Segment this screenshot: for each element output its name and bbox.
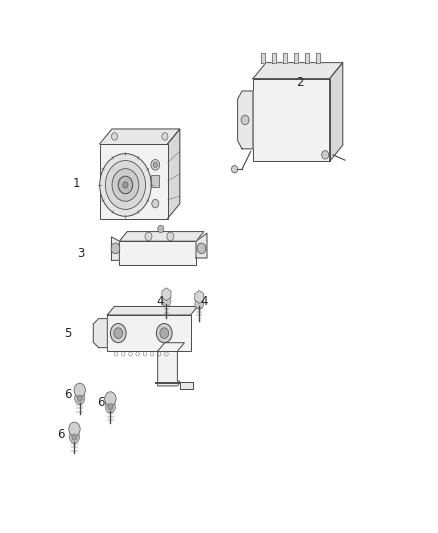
Text: 2: 2 [296, 76, 304, 89]
Text: 6: 6 [57, 428, 65, 441]
Circle shape [114, 328, 123, 338]
Text: 6: 6 [97, 396, 105, 409]
Circle shape [160, 328, 169, 338]
Circle shape [321, 150, 328, 159]
Circle shape [151, 159, 160, 170]
Polygon shape [283, 53, 287, 62]
Bar [107, 315, 191, 351]
Circle shape [111, 243, 120, 254]
Circle shape [241, 115, 249, 125]
Text: 1: 1 [73, 177, 81, 190]
Bar [253, 78, 329, 161]
Bar [119, 241, 196, 265]
Polygon shape [111, 237, 119, 260]
Polygon shape [305, 53, 309, 62]
Circle shape [158, 225, 164, 232]
Bar [99, 144, 167, 219]
Circle shape [231, 165, 237, 173]
Circle shape [111, 133, 117, 140]
Circle shape [118, 176, 133, 193]
Polygon shape [99, 129, 180, 144]
Circle shape [105, 392, 116, 406]
Circle shape [69, 422, 80, 436]
Polygon shape [294, 53, 298, 62]
Text: 6: 6 [64, 388, 72, 401]
Text: 3: 3 [78, 247, 85, 260]
Polygon shape [93, 319, 107, 348]
Circle shape [112, 168, 139, 201]
Circle shape [108, 403, 113, 410]
Circle shape [145, 232, 152, 240]
Polygon shape [119, 231, 204, 241]
Text: 4: 4 [156, 295, 164, 308]
Circle shape [105, 400, 116, 413]
Circle shape [100, 154, 151, 216]
Circle shape [106, 160, 145, 209]
Polygon shape [155, 382, 193, 389]
Polygon shape [261, 53, 265, 62]
Circle shape [72, 434, 77, 440]
Polygon shape [162, 288, 171, 301]
Circle shape [74, 392, 85, 405]
Polygon shape [196, 233, 207, 258]
Polygon shape [195, 290, 204, 303]
Circle shape [74, 383, 85, 397]
Circle shape [110, 324, 126, 343]
Bar [151, 175, 159, 187]
Text: 5: 5 [64, 327, 71, 340]
Polygon shape [158, 343, 184, 386]
Circle shape [197, 243, 206, 254]
Polygon shape [253, 62, 343, 78]
Circle shape [152, 199, 159, 208]
Circle shape [167, 232, 174, 240]
Polygon shape [237, 91, 253, 149]
Circle shape [162, 133, 168, 140]
Polygon shape [329, 62, 343, 161]
Polygon shape [316, 53, 320, 62]
Circle shape [195, 298, 204, 309]
Polygon shape [107, 306, 198, 315]
Circle shape [77, 395, 82, 401]
Polygon shape [272, 53, 276, 62]
Polygon shape [167, 129, 180, 219]
Circle shape [162, 296, 171, 306]
Circle shape [156, 324, 172, 343]
Text: 4: 4 [200, 295, 208, 308]
Circle shape [153, 162, 158, 167]
Circle shape [123, 182, 128, 188]
Circle shape [69, 431, 80, 443]
